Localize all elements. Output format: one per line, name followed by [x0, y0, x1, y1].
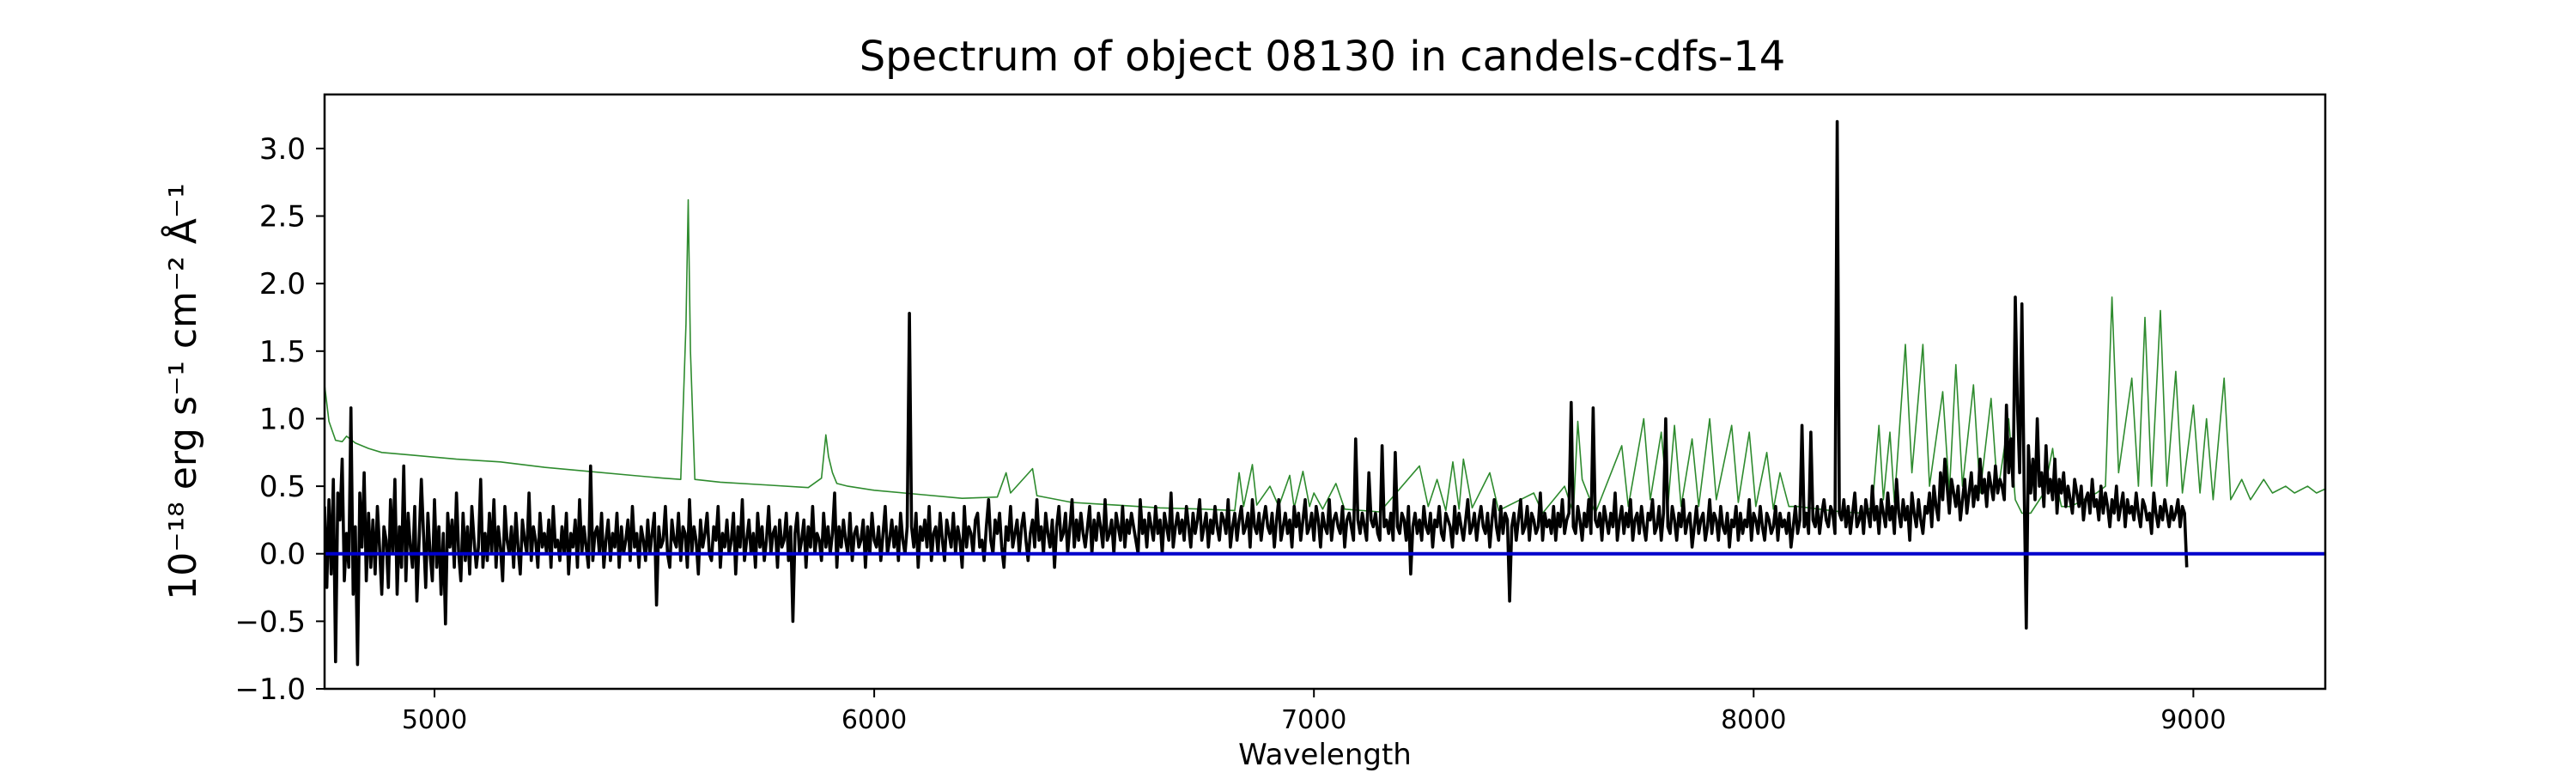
x-tick-label: 6000 — [841, 705, 907, 735]
y-axis: −1.0 −0.5 0.0 0.5 1.0 1.5 2.0 2.5 3.0 — [234, 132, 325, 707]
flux-line — [325, 119, 2189, 666]
y-axis-label: 10⁻¹⁸ erg s⁻¹ cm⁻² Å⁻¹ — [160, 183, 205, 600]
y-tick-label: 0.5 — [259, 470, 306, 504]
x-tick-label: 8000 — [1721, 705, 1786, 735]
chart-title: Spectrum of object 08130 in candels-cdfs… — [860, 33, 1786, 81]
y-tick-label: 0.0 — [259, 538, 306, 572]
x-axis: 5000 6000 7000 8000 9000 — [402, 689, 2227, 735]
x-tick-label: 9000 — [2160, 705, 2226, 735]
x-tick-label: 7000 — [1281, 705, 1346, 735]
y-tick-label: −1.0 — [234, 673, 306, 707]
y-tick-label: 2.0 — [259, 267, 306, 301]
y-tick-label: −0.5 — [234, 605, 306, 639]
y-tick-label: 2.5 — [259, 200, 306, 234]
plot-frame — [323, 93, 2327, 691]
y-tick-label: 1.5 — [259, 335, 306, 369]
y-tick-label: 3.0 — [259, 132, 306, 167]
series-layer — [325, 119, 2325, 666]
x-axis-label: Wavelength — [1238, 738, 1412, 772]
y-tick-label: 1.0 — [259, 402, 306, 436]
x-tick-label: 5000 — [402, 705, 467, 735]
plot-area — [323, 93, 2327, 691]
